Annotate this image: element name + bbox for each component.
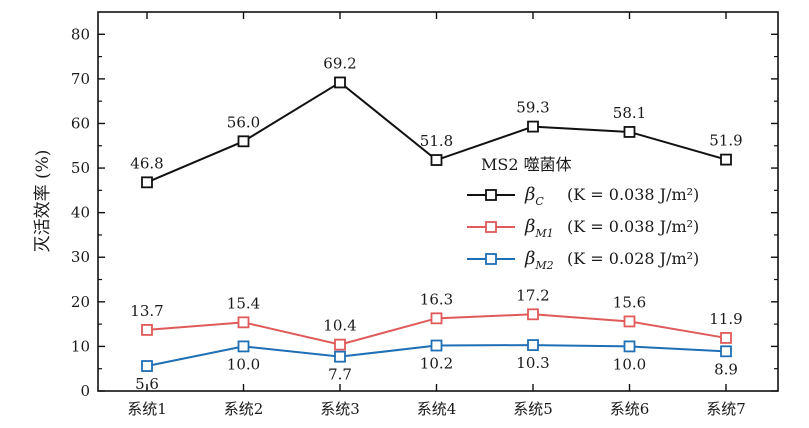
x-tick-label: 系统5 bbox=[513, 400, 553, 418]
legend-detail: (K = 0.038 J/m²) bbox=[567, 217, 699, 236]
data-label: 13.7 bbox=[130, 302, 163, 320]
data-label: 51.9 bbox=[709, 132, 742, 150]
data-label: 51.8 bbox=[420, 132, 453, 150]
legend-symbol: β bbox=[524, 216, 535, 237]
y-tick-label: 20 bbox=[71, 293, 90, 311]
legend-series-name: βM2 bbox=[524, 248, 554, 272]
series-layer: 46.8 56.0 69.2 51.8 59.3 58.1 51.9 13.7 15.4 10.4… bbox=[130, 54, 742, 393]
x-tick-label: 系统2 bbox=[224, 400, 264, 418]
y-tick-label: 40 bbox=[71, 204, 90, 222]
data-point bbox=[430, 154, 443, 166]
legend-symbol: β bbox=[524, 184, 535, 205]
y-tick-label: 60 bbox=[71, 114, 90, 132]
data-label: 15.4 bbox=[227, 294, 260, 312]
x-tick-label: 系统6 bbox=[610, 400, 650, 418]
data-point bbox=[623, 126, 636, 138]
legend-marker bbox=[485, 189, 497, 201]
legend-detail: (K = 0.038 J/m²) bbox=[567, 185, 699, 204]
data-label: 7.7 bbox=[328, 366, 352, 384]
data-label: 17.2 bbox=[516, 286, 549, 304]
data-label: 16.3 bbox=[420, 290, 453, 308]
data-point bbox=[720, 345, 732, 358]
legend-marker bbox=[485, 253, 497, 265]
series-2: 5.6 10.0 7.7 10.2 10.3 10.0 8.9 bbox=[135, 339, 738, 393]
data-point bbox=[623, 315, 636, 328]
data-point bbox=[237, 135, 250, 148]
legend-series-name: βC bbox=[524, 184, 544, 208]
data-label: 56.0 bbox=[227, 113, 260, 131]
y-tick-label: 70 bbox=[71, 70, 90, 88]
data-label: 69.2 bbox=[323, 54, 356, 72]
legend-marker bbox=[485, 221, 497, 233]
y-tick-label: 0 bbox=[80, 382, 90, 400]
y-axis-title: 灭活效率 (%) bbox=[33, 150, 53, 253]
y-tick-label: 30 bbox=[71, 248, 90, 266]
x-axis: 系统1 系统2 系统3 系统4 系统5 系统6 系统7 bbox=[127, 12, 746, 418]
data-label: 8.9 bbox=[714, 360, 738, 378]
data-point bbox=[623, 340, 636, 353]
data-point bbox=[141, 324, 153, 336]
y-tick-label: 80 bbox=[71, 25, 90, 43]
data-point bbox=[527, 339, 539, 351]
legend-subscript: C bbox=[535, 195, 544, 208]
data-point bbox=[720, 153, 732, 166]
data-point bbox=[334, 76, 346, 89]
legend-item: βM1 (K = 0.038 J/m²) bbox=[467, 216, 699, 240]
data-point bbox=[334, 338, 346, 351]
plot-frame bbox=[97, 11, 779, 392]
data-label: 10.3 bbox=[516, 354, 549, 372]
series-0: 46.8 56.0 69.2 51.8 59.3 58.1 51.9 bbox=[130, 54, 743, 189]
legend-title: MS2 噬菌体 bbox=[481, 155, 572, 174]
data-point bbox=[527, 308, 539, 321]
data-label: 46.8 bbox=[130, 154, 163, 172]
data-label: 10.0 bbox=[227, 355, 260, 373]
data-point bbox=[720, 332, 732, 344]
data-label: 10.4 bbox=[323, 317, 356, 335]
data-point bbox=[141, 176, 153, 189]
data-label: 15.6 bbox=[613, 293, 646, 311]
y-tick-label: 10 bbox=[71, 337, 90, 355]
legend-item: βM2 (K = 0.028 J/m²) bbox=[467, 248, 699, 272]
data-point bbox=[237, 340, 250, 353]
data-label: 58.1 bbox=[613, 104, 646, 122]
data-point bbox=[334, 350, 346, 363]
data-point bbox=[430, 312, 443, 325]
data-point bbox=[527, 120, 539, 133]
legend-symbol: β bbox=[524, 248, 535, 269]
legend-item: βC (K = 0.038 J/m²) bbox=[467, 184, 699, 208]
y-axis: 0 10 20 30 40 50 60 70 80 bbox=[71, 25, 778, 400]
legend-series-name: βM1 bbox=[524, 216, 554, 240]
legend-detail: (K = 0.028 J/m²) bbox=[567, 249, 699, 268]
x-tick-label: 系统1 bbox=[127, 400, 167, 418]
data-label: 10.0 bbox=[613, 355, 646, 373]
x-tick-label: 系统3 bbox=[320, 400, 360, 418]
legend-subscript: M2 bbox=[534, 259, 553, 272]
data-point bbox=[141, 360, 153, 372]
data-label: 11.9 bbox=[709, 310, 742, 328]
data-point bbox=[237, 316, 250, 329]
x-tick-label: 系统4 bbox=[417, 400, 457, 418]
legend-subscript: M1 bbox=[534, 227, 553, 240]
series-1: 13.7 15.4 10.4 16.3 17.2 15.6 11.9 bbox=[130, 286, 743, 351]
y-tick-label: 50 bbox=[71, 159, 90, 177]
x-tick-label: 系统7 bbox=[706, 400, 746, 418]
data-point bbox=[430, 339, 443, 352]
data-label: 10.2 bbox=[420, 355, 453, 373]
data-label: 59.3 bbox=[516, 99, 549, 117]
data-label: 5.6 bbox=[135, 375, 159, 393]
